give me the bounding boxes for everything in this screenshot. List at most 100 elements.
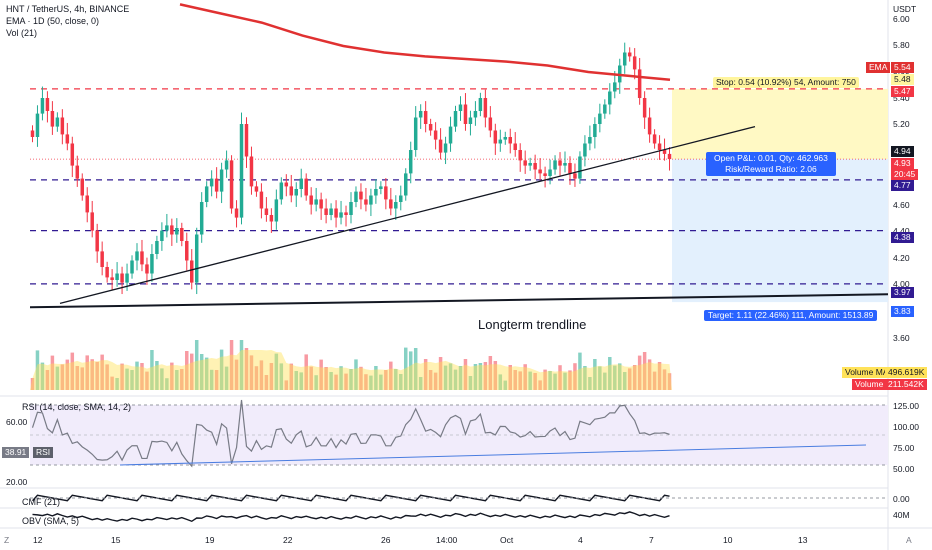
countdown-tag: 20:45 <box>891 169 919 180</box>
volume-bar <box>359 366 363 390</box>
rsi-tick-75: 75.00 <box>893 443 915 453</box>
zoom-corner-icon[interactable]: Z <box>4 535 10 545</box>
volume-bar <box>45 370 50 390</box>
volume-bar <box>483 362 488 390</box>
candle-body <box>175 228 179 235</box>
longterm-trendline <box>29 293 889 309</box>
candle-body <box>399 195 403 202</box>
candle-body <box>463 104 468 124</box>
candle-body <box>558 160 562 166</box>
volume-value: 211.542K <box>885 379 927 390</box>
volume-bar <box>478 363 483 390</box>
candle-body <box>667 153 672 160</box>
volume-bar <box>563 372 567 390</box>
volume-bar <box>344 373 348 390</box>
volume-bar <box>190 353 194 390</box>
volume-bar <box>538 380 542 390</box>
volume-bar <box>204 357 209 390</box>
volume-bar <box>369 375 373 390</box>
candle-body <box>498 139 503 144</box>
candle-body <box>453 111 458 127</box>
rising-trendline <box>59 125 756 305</box>
candle-body <box>568 163 572 174</box>
volume-bar <box>100 354 104 390</box>
volume-bar <box>399 374 403 390</box>
cmf-tick: 0.00 <box>893 494 910 504</box>
volume-bar <box>613 365 617 390</box>
rsi-left-tick-20: 20.00 <box>6 477 28 487</box>
candle-body <box>523 160 527 166</box>
candle-body <box>70 143 75 166</box>
candle-body <box>90 212 94 231</box>
volume-bar <box>254 366 259 390</box>
candle-body <box>170 225 174 235</box>
obv-line <box>32 511 670 523</box>
volume-bar <box>30 378 35 390</box>
candle-body <box>384 186 388 200</box>
candle-body <box>145 264 149 274</box>
volume-bar <box>194 340 199 390</box>
volume-bar <box>438 357 443 390</box>
volume-bar <box>632 365 637 390</box>
volume-bar <box>513 370 517 390</box>
volume-bar <box>374 366 378 390</box>
volume-bar <box>239 340 244 390</box>
volume-bar <box>130 370 134 390</box>
volume-bar <box>175 370 179 390</box>
volume-bar <box>593 359 597 390</box>
candle-body <box>458 104 463 111</box>
auto-scale-button[interactable]: A <box>906 535 912 545</box>
volume-bar <box>568 370 572 390</box>
candle-body <box>329 208 333 215</box>
volume-bar <box>145 371 149 390</box>
current-price-tag: 4.93 <box>891 158 914 169</box>
candle-body <box>165 225 169 231</box>
candle-body <box>244 124 249 157</box>
volume-bar <box>259 360 264 390</box>
volume-bar <box>284 380 289 390</box>
time-tick: 12 <box>33 535 43 545</box>
candle-body <box>110 277 114 280</box>
candle-body <box>627 52 632 57</box>
rsi-tick-100: 100.00 <box>893 422 919 432</box>
time-tick: 14:00 <box>436 535 458 545</box>
candle-body <box>359 191 363 200</box>
volume-bar <box>219 349 224 390</box>
volume-bar <box>384 370 388 390</box>
candle-body <box>214 178 219 192</box>
volume-bar <box>389 361 393 390</box>
currency-label: USDT <box>893 4 917 14</box>
level-547-tag: 5.47 <box>891 86 914 97</box>
volume-ma-value: 496.619K <box>885 367 928 378</box>
volume-bar <box>598 366 602 390</box>
ema-tag-label: EMA <box>866 62 891 73</box>
volume-bar <box>95 361 99 390</box>
volume-bar <box>583 366 587 390</box>
volume-bar <box>170 362 174 390</box>
candle-body <box>374 189 378 196</box>
volume-bar <box>428 370 433 390</box>
time-tick: 15 <box>111 535 121 545</box>
volume-bar <box>244 348 249 390</box>
volume-bar <box>90 359 94 390</box>
candle-body <box>593 124 597 137</box>
volume-bar <box>214 370 219 390</box>
volume-bar <box>50 355 55 390</box>
candle-body <box>50 111 55 127</box>
ema-tag-value: 5.54 <box>891 62 914 73</box>
candle-body <box>478 98 483 111</box>
volume-bar <box>229 340 234 390</box>
volume-bar <box>533 373 537 390</box>
volume-ma-area <box>30 350 672 390</box>
volume-bar <box>622 372 627 390</box>
volume-bar <box>160 368 164 390</box>
volume-bar <box>458 366 463 390</box>
volume-bar <box>418 377 423 390</box>
rsi-left-tick-60: 60.00 <box>6 417 28 427</box>
candle-body <box>518 150 522 161</box>
candle-body <box>269 215 274 222</box>
target-price-tag: 3.83 <box>891 306 914 317</box>
time-tick: 13 <box>798 535 808 545</box>
volume-bar <box>334 374 338 390</box>
